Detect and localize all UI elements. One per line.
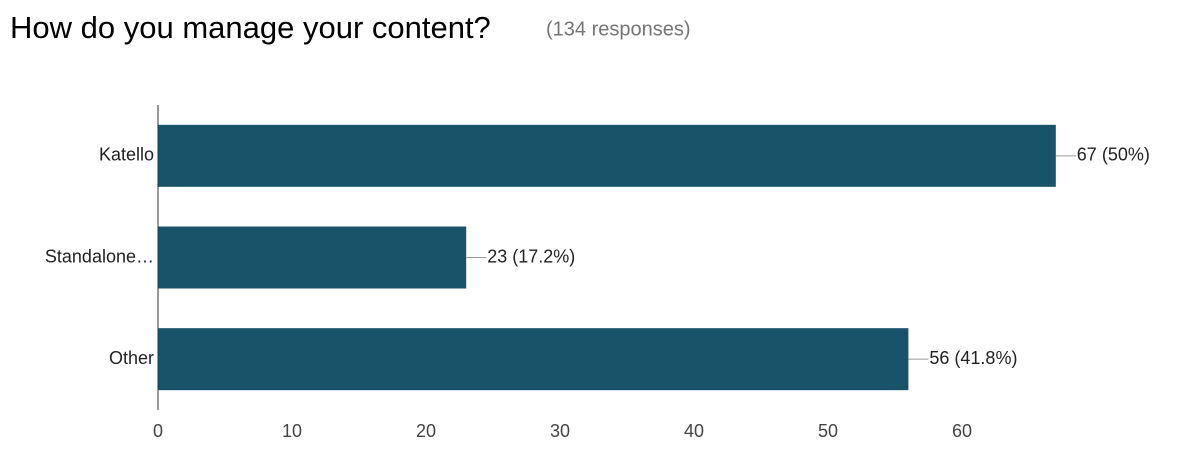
x-tick-label: 0 [153,421,163,441]
x-tick-label: 30 [550,421,570,441]
value-label: 23 (17.2%) [487,246,575,266]
x-tick-label: 40 [684,421,704,441]
x-tick-label: 20 [416,421,436,441]
x-tick-label: 50 [818,421,838,441]
bar [158,328,909,391]
bar [158,226,467,289]
category-label: Katello [99,145,154,165]
x-tick-label: 60 [952,421,972,441]
x-tick-label: 10 [282,421,302,441]
value-label: 67 (50%) [1077,145,1150,165]
value-label: 56 (41.8%) [929,348,1017,368]
category-label: Other [109,348,154,368]
chart-subtitle: (134 responses) [546,18,691,40]
category-label: Standalone… [45,246,154,266]
bar [158,124,1056,187]
chart-title: How do you manage your content? [10,10,491,45]
